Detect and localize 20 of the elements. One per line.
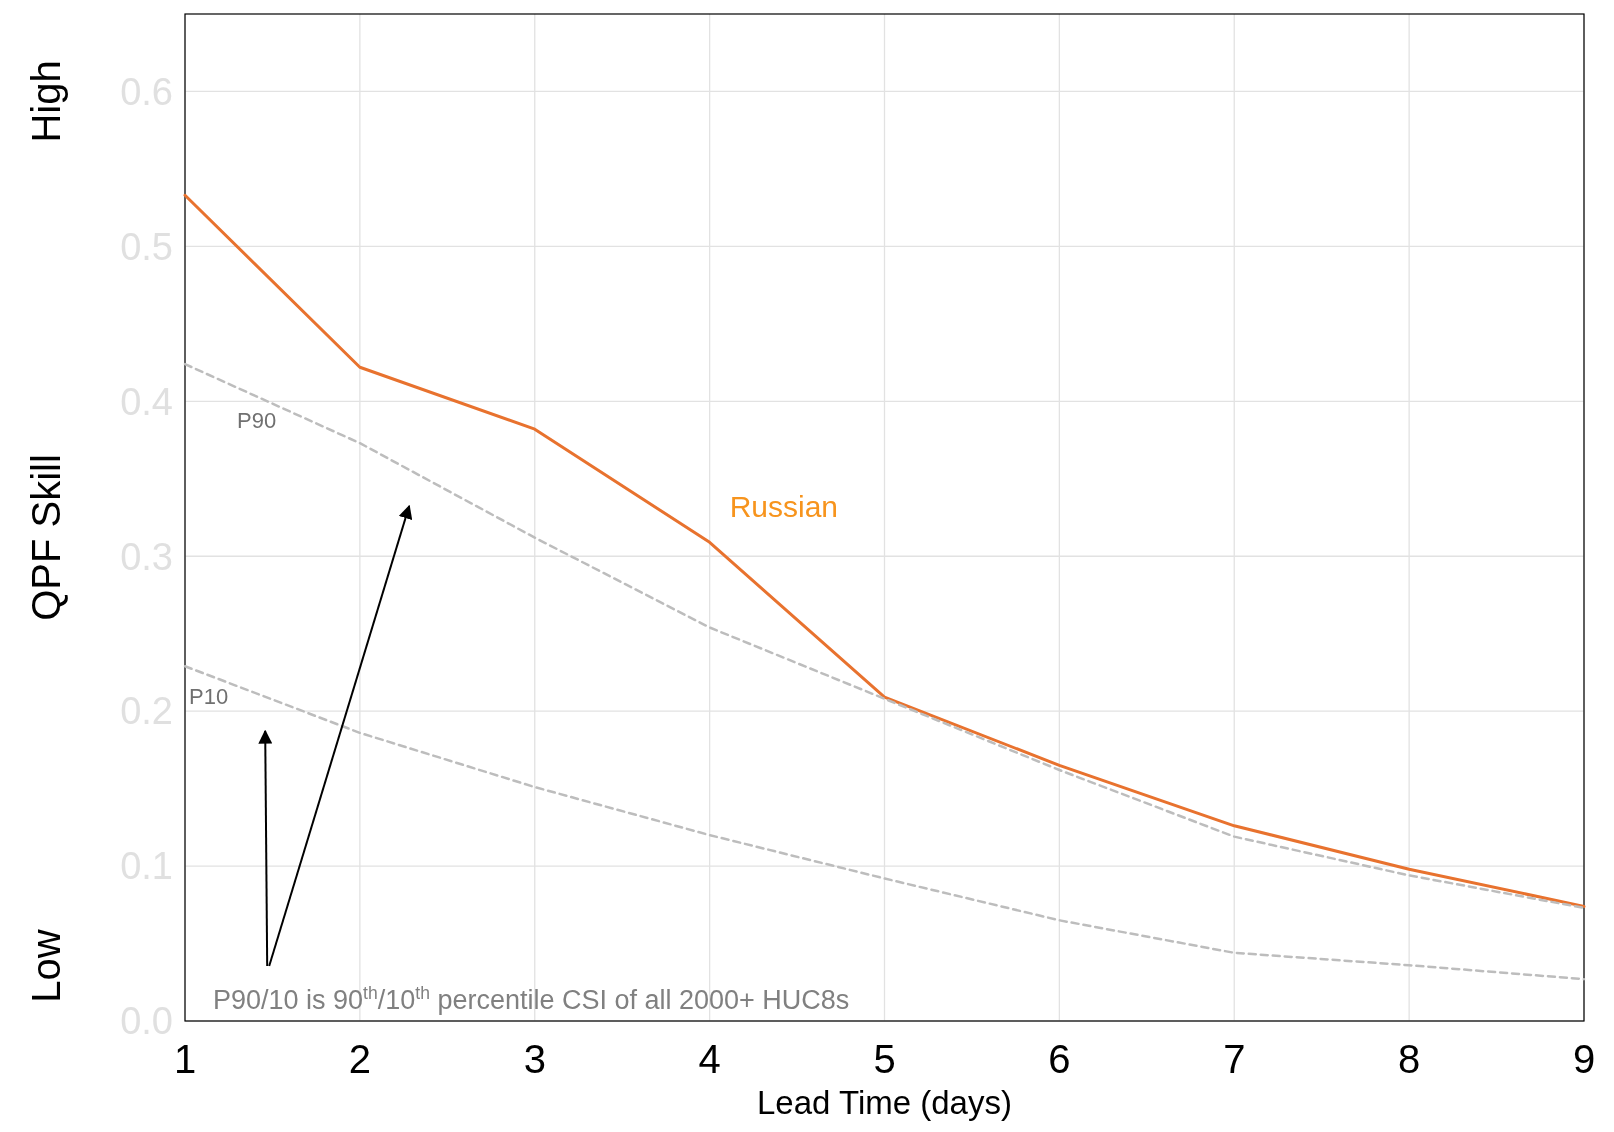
series-label: P10 <box>189 684 229 710</box>
line-series <box>183 193 1586 908</box>
annotation: P90/10 is 90$^{th}$/10$^{th}$ percentile CSI of all 2000+ HUC8s <box>213 983 850 1015</box>
series-label: P90 <box>237 408 277 434</box>
x-tick-label: 4 <box>698 1037 721 1081</box>
x-tick-label: 8 <box>1398 1037 1421 1081</box>
x-tick-label: 2 <box>348 1037 371 1081</box>
x-tick-label: 9 <box>1572 1037 1596 1081</box>
text: High <box>24 60 68 143</box>
x-tick-label: 7 <box>1223 1037 1246 1081</box>
line-series <box>183 362 1586 910</box>
x-tick-label: 6 <box>1048 1037 1071 1081</box>
series-label: Russian <box>729 490 839 524</box>
x-tick-label: 3 <box>523 1037 546 1081</box>
x-tick-label: 5 <box>873 1037 896 1081</box>
text: Low <box>24 929 68 1003</box>
x-axis-title: Lead Time (days) <box>757 1084 1012 1121</box>
y-axis-title: QPF Skill <box>24 454 68 621</box>
line-series <box>183 664 1586 981</box>
x-tick-label: 1 <box>173 1037 197 1081</box>
